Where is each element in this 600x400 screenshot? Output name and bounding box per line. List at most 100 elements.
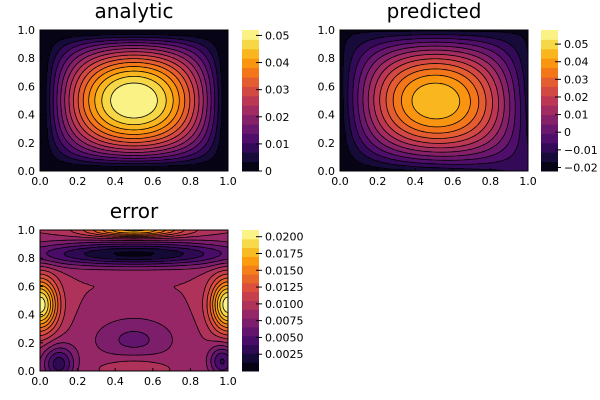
contour-cell — [148, 122, 151, 126]
contour-cell — [80, 108, 83, 112]
contour-cell — [156, 130, 159, 134]
contour-cell — [146, 96, 149, 100]
contour-cell — [102, 60, 105, 63]
contour-cell — [196, 80, 199, 83]
contour-cell — [134, 122, 137, 126]
contour-cell — [152, 108, 155, 112]
contour-cell — [148, 32, 151, 35]
contour-cell — [86, 96, 89, 100]
contour-cell — [168, 84, 171, 87]
contour-cell — [50, 32, 53, 35]
contour-cell — [166, 56, 169, 59]
contour-cell — [220, 134, 223, 138]
contour-cell — [198, 66, 201, 69]
contour-cell — [180, 126, 183, 130]
contour-cell — [62, 82, 65, 85]
contour-cell — [146, 38, 149, 41]
contour-cell — [110, 106, 113, 110]
contour-cell — [92, 128, 95, 132]
contour-cell — [120, 132, 123, 136]
contour-cell — [84, 32, 87, 35]
contour-cell — [158, 30, 161, 33]
contour-cell — [212, 44, 215, 47]
contour-cell — [128, 88, 131, 92]
contour-cell — [66, 88, 69, 92]
contour-cell — [142, 74, 145, 77]
contour-cell — [172, 94, 175, 98]
contour-cell — [104, 124, 107, 128]
contour-cell — [182, 40, 185, 43]
contour-cell — [220, 64, 223, 67]
contour-cell — [194, 46, 197, 49]
contour-cell — [58, 36, 61, 39]
contour-cell — [130, 80, 133, 83]
contour-cell — [86, 112, 89, 116]
contour-cell — [124, 64, 127, 67]
contour-cell — [138, 100, 141, 104]
contour-cell — [224, 52, 227, 55]
contour-cell — [70, 38, 73, 41]
contour-cell — [56, 48, 59, 51]
contour-cell — [122, 48, 125, 51]
contour-cell — [186, 40, 189, 43]
contour-cell — [144, 126, 147, 130]
contour-cell — [138, 134, 141, 138]
contour-cell — [70, 58, 73, 61]
contour-cell — [130, 106, 133, 110]
contour-cell — [118, 96, 121, 100]
contour-cell — [48, 34, 51, 37]
contour-cell — [128, 42, 131, 45]
contour-cell — [66, 104, 69, 108]
contour-cell — [186, 44, 189, 47]
contour-cell — [190, 90, 193, 94]
contour-cell — [204, 72, 207, 75]
contour-cell — [104, 128, 107, 132]
contour-cell — [120, 80, 123, 83]
contour-cell — [176, 78, 179, 81]
contour-cell — [162, 106, 165, 110]
contour-cell — [110, 128, 113, 132]
contour-cell — [76, 66, 79, 69]
contour-cell — [190, 52, 193, 55]
contour-cell — [78, 50, 81, 53]
contour-cell — [168, 38, 171, 41]
contour-cell — [94, 70, 97, 73]
contour-cell — [182, 118, 185, 122]
contour-cell — [212, 100, 215, 104]
contour-cell — [48, 118, 51, 122]
contour-cell — [210, 88, 213, 92]
contour-cell — [190, 120, 193, 124]
contour-cell — [134, 48, 137, 51]
contour-cell — [198, 52, 201, 55]
contour-cell — [48, 130, 51, 134]
contour-cell — [52, 112, 55, 116]
contour-cell — [172, 90, 175, 94]
contour-cell — [100, 46, 103, 49]
contour-cell — [212, 106, 215, 110]
contour-cell — [140, 68, 143, 71]
contour-cell — [144, 118, 147, 122]
contour-cell — [130, 30, 133, 33]
contour-cell — [110, 44, 113, 47]
contour-cell — [114, 106, 117, 110]
contour-cell — [40, 116, 43, 120]
contour-cell — [80, 40, 83, 43]
contour-cell — [216, 112, 219, 116]
contour-cell — [170, 104, 173, 108]
contour-cell — [146, 112, 149, 116]
contour-cell — [134, 40, 137, 43]
contour-cell — [164, 112, 167, 116]
contour-cell — [132, 72, 135, 75]
contour-cell — [222, 134, 225, 138]
contour-cell — [64, 118, 67, 122]
contour-cell — [138, 94, 141, 98]
contour-cell — [144, 48, 147, 51]
contour-cell — [88, 52, 91, 55]
contour-cell — [218, 114, 221, 118]
contour-cell — [112, 34, 115, 37]
contour-cell — [206, 64, 209, 67]
contour-cell — [66, 86, 69, 90]
contour-cell — [174, 132, 177, 136]
contour-cell — [76, 34, 79, 37]
contour-cell — [172, 60, 175, 63]
